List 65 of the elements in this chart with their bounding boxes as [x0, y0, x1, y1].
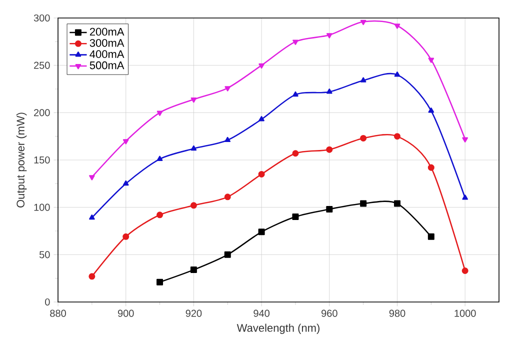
legend-label: 300mA: [90, 39, 124, 47]
point: [326, 146, 333, 153]
y-tick-label: 200: [34, 109, 50, 116]
point: [156, 212, 164, 218]
x-tick-label: 1000: [454, 310, 476, 317]
point: [462, 268, 468, 274]
point: [292, 214, 299, 220]
point: [224, 251, 231, 258]
point: [122, 139, 129, 144]
point: [224, 136, 231, 142]
point: [394, 200, 400, 207]
y-tick-label: 0: [45, 298, 50, 306]
point: [224, 86, 231, 92]
point: [88, 273, 96, 280]
point: [89, 175, 95, 180]
x-tick-label: 900: [118, 310, 134, 317]
y-tick-label: 50: [39, 251, 50, 258]
point: [360, 20, 366, 26]
point: [122, 180, 129, 186]
point: [122, 233, 130, 240]
point: [156, 110, 163, 116]
x-tick-label: 960: [322, 310, 338, 317]
point: [394, 24, 400, 29]
x-tick-label: 940: [254, 310, 270, 317]
point: [156, 278, 164, 286]
y-tick-label: 250: [34, 62, 50, 69]
y-tick-label: 100: [34, 204, 50, 211]
point: [462, 194, 468, 200]
point: [360, 134, 367, 142]
legend-label: 500mA: [90, 61, 124, 70]
point: [428, 108, 434, 113]
point: [326, 206, 333, 212]
point: [190, 97, 197, 103]
point: [190, 202, 197, 209]
point: [258, 116, 264, 122]
y-tick-label: 300: [34, 14, 50, 22]
point: [190, 145, 197, 151]
point: [190, 266, 197, 274]
legend-label: 200mA: [90, 28, 124, 36]
point: [292, 150, 299, 157]
x-tick-label: 920: [186, 310, 202, 317]
point: [428, 58, 434, 63]
point: [258, 170, 265, 178]
x-tick-label: 980: [389, 310, 406, 317]
point: [360, 200, 367, 207]
point: [394, 72, 400, 77]
point: [258, 63, 264, 69]
point: [89, 214, 95, 220]
legend-label: 400mA: [90, 50, 124, 58]
point: [292, 40, 298, 45]
point: [462, 137, 468, 142]
x-axis-title: Wavelength (nm): [236, 324, 320, 334]
point: [326, 88, 332, 94]
x-tick-label: 880: [50, 310, 66, 317]
point: [428, 233, 434, 240]
y-tick-label: 150: [34, 156, 50, 164]
y-axis-title: Output power (mW): [16, 112, 27, 208]
point: [394, 133, 400, 140]
point: [292, 91, 298, 97]
point: [258, 228, 265, 236]
point: [326, 33, 332, 38]
point: [224, 194, 231, 200]
point: [156, 156, 163, 161]
point: [360, 77, 366, 82]
point: [428, 164, 434, 171]
